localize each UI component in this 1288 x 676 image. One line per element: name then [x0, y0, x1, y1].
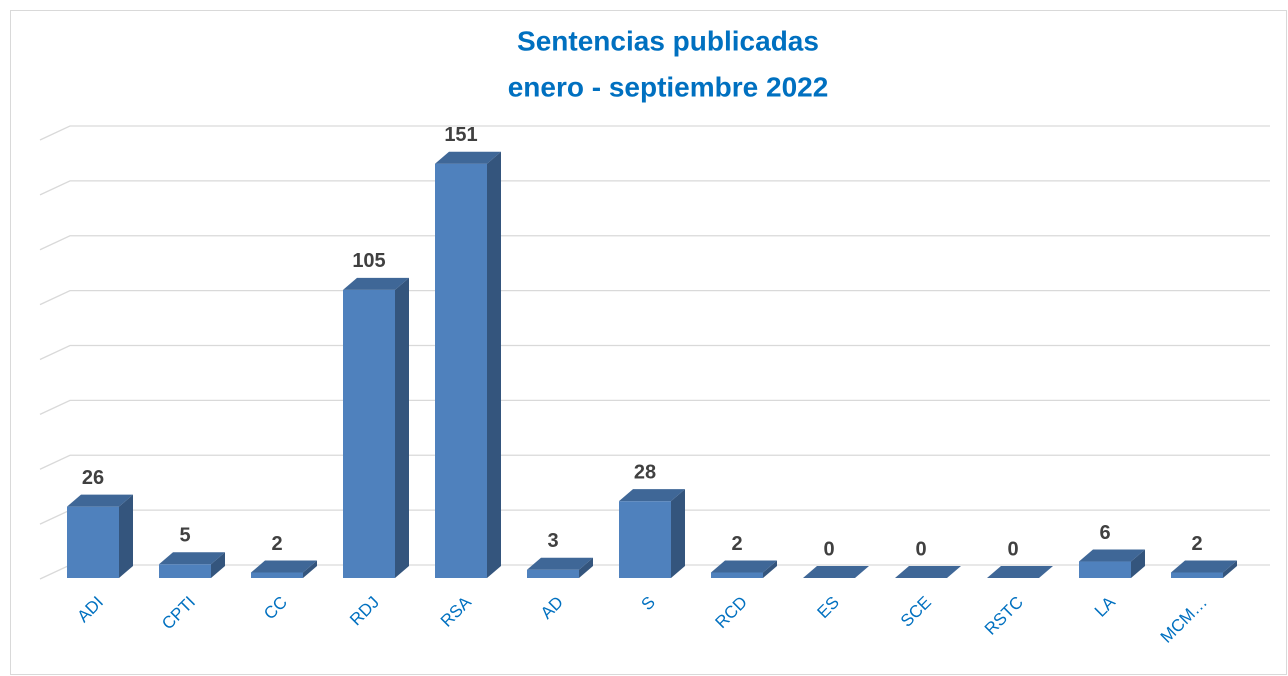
bar [435, 163, 487, 578]
bar [159, 564, 211, 578]
data-label: 26 [82, 467, 104, 489]
bar-side [303, 560, 317, 578]
bar-top [343, 277, 409, 290]
data-label: 105 [352, 250, 385, 272]
bar-side [395, 277, 409, 578]
bar-top [895, 566, 961, 578]
chart-subtitle: enero - septiembre 2022 [508, 71, 829, 102]
data-label: 0 [1007, 538, 1018, 560]
data-label: 2 [731, 533, 742, 555]
data-label: 2 [271, 533, 282, 555]
bar [527, 569, 579, 578]
bar-side [487, 151, 501, 578]
bar-side [211, 552, 225, 578]
data-label: 6 [1099, 522, 1110, 544]
grid-line [39, 344, 1270, 361]
bar-top [251, 560, 317, 573]
bar-top [159, 552, 225, 565]
bar-top [711, 560, 777, 573]
chart-title: Sentencias publicadas [517, 25, 819, 56]
bar-top [1079, 549, 1145, 562]
bar [1171, 572, 1223, 578]
data-label: 3 [547, 530, 558, 552]
bar-side [763, 560, 777, 578]
grid-line [39, 180, 1270, 196]
bar [1079, 561, 1131, 578]
bar-side [579, 557, 593, 578]
bar-top [619, 489, 685, 502]
bar [619, 501, 671, 578]
bar-top [67, 494, 133, 507]
bar-top [435, 151, 501, 164]
bar [711, 572, 763, 578]
grid-line [39, 235, 1270, 251]
bar-top [1171, 560, 1237, 573]
bar-top [803, 566, 869, 578]
bar-side [119, 494, 133, 578]
data-label: 151 [444, 124, 477, 146]
bar [251, 572, 303, 578]
data-label: 0 [823, 538, 834, 560]
data-label: 28 [634, 461, 656, 483]
grid-line [39, 289, 1270, 306]
data-label: 5 [179, 525, 190, 547]
grid-line [39, 454, 1270, 470]
bar [67, 506, 119, 578]
bar-side [1131, 549, 1145, 578]
bar-top [527, 557, 593, 570]
bar [343, 289, 395, 578]
data-label: 0 [915, 538, 926, 560]
bar-side [1223, 560, 1237, 578]
bar-side [671, 489, 685, 578]
grid-line [39, 399, 1270, 415]
grid-line [39, 125, 1270, 141]
bar-top [987, 566, 1053, 578]
data-label: 2 [1191, 533, 1202, 555]
